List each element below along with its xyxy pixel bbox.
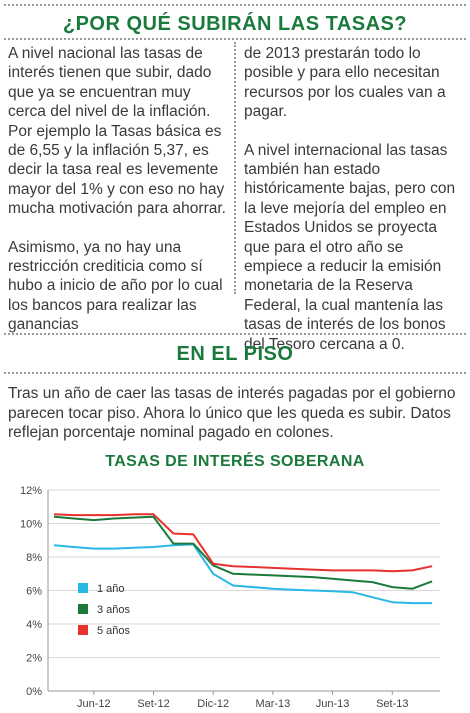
paragraph: Asimismo, ya no hay una restricción cred… (8, 238, 223, 334)
top-dotted-divider (4, 4, 466, 6)
y-tick-label: 2% (26, 653, 42, 665)
section1-left-column: A nivel nacional las tasas de interés ti… (8, 44, 226, 354)
section2-intro: Tras un año de caer las tasas de interés… (8, 385, 456, 441)
series-line (53, 513, 433, 573)
legend-swatch (78, 604, 88, 614)
x-tick-label: Mar-13 (255, 698, 290, 710)
x-tick-label: Set-13 (376, 698, 408, 710)
legend-swatch (78, 583, 88, 593)
chart-title: TASAS DE INTERÉS SOBERANA (105, 453, 365, 470)
y-tick-label: 4% (26, 619, 42, 631)
x-axis-ticks: Jun-12 Set-12 Dic-12 Mar-13 Jun-13 Set-13 (77, 691, 408, 710)
legend-label: 3 años (97, 604, 131, 616)
legend-label: 1 año (97, 583, 125, 595)
y-tick-label: 10% (20, 519, 42, 531)
x-tick-label: Dic-12 (197, 698, 229, 710)
legend-swatch (78, 625, 88, 635)
y-tick-label: 6% (26, 586, 42, 598)
chart-legend: 1 año 3 años 5 años (78, 583, 131, 637)
x-tick-label: Jun-12 (77, 698, 111, 710)
series-line (53, 515, 433, 590)
x-tick-label: Jun-13 (316, 698, 350, 710)
y-tick-label: 8% (26, 552, 42, 564)
paragraph: de 2013 prestarán todo lo posible y para… (244, 45, 446, 121)
x-tick-label: Set-12 (137, 698, 169, 710)
paragraph: A nivel internacional las tasas también … (244, 141, 456, 353)
y-axis-ticks: 0% 2% 4% 6% 8% 10% 12% (20, 485, 42, 698)
section-divider (4, 333, 466, 335)
column-divider (234, 42, 236, 294)
chart-series (53, 513, 433, 605)
paragraph: A nivel nacional las tasas de interés ti… (8, 45, 226, 218)
section2-title-divider (4, 372, 466, 374)
legend-label: 5 años (97, 625, 131, 637)
series-line (53, 543, 433, 605)
y-tick-label: 12% (20, 485, 42, 497)
y-tick-label: 0% (26, 686, 42, 698)
section2-title: EN EL PISO (176, 343, 294, 365)
section1-title-divider (4, 38, 466, 40)
chart-grid (47, 489, 440, 692)
section1-right-column: de 2013 prestarán todo lo posible y para… (244, 44, 460, 373)
section1-title: ¿POR QUÉ SUBIRÁN LAS TASAS? (62, 13, 408, 35)
